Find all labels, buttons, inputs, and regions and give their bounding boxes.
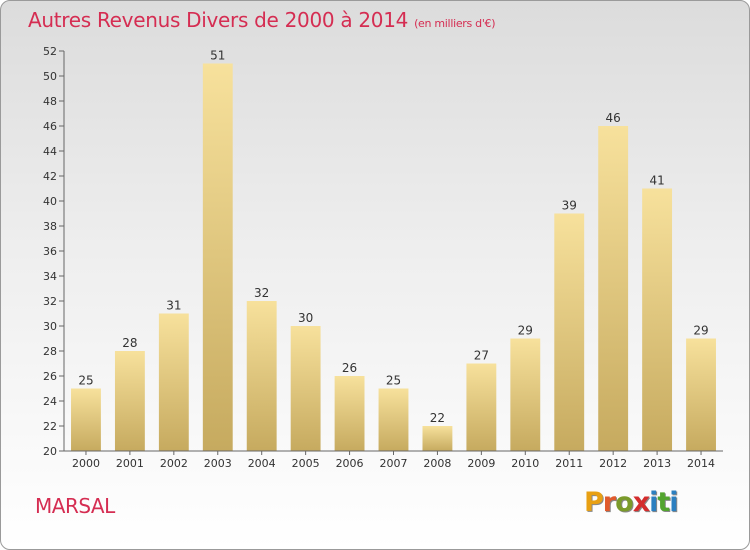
bar-value-label: 46 — [606, 111, 621, 125]
x-tick-label: 2009 — [467, 457, 495, 470]
logo-letter: t — [657, 487, 670, 518]
y-tick-label: 20 — [43, 445, 57, 458]
y-tick-label: 30 — [43, 320, 57, 333]
bar — [598, 126, 629, 451]
bar-value-label: 27 — [474, 349, 489, 363]
proxiti-logo: Proxiti — [584, 487, 679, 518]
bar-value-label: 41 — [649, 174, 664, 188]
bar — [71, 388, 101, 451]
y-tick-label: 50 — [43, 70, 57, 83]
logo-letter: o — [615, 487, 634, 518]
bar — [510, 338, 541, 451]
y-axis: 20 22 24 26 28 30 32 34 36 38 40 42 44 46 48 50 52 — [43, 45, 65, 458]
bars: 25 28 31 51 32 30 26 25 22 27 29 39 46 41 29 — [71, 49, 716, 451]
x-tick-label: 2008 — [423, 457, 451, 470]
logo-letter: P — [584, 487, 604, 518]
y-tick-label: 24 — [43, 395, 57, 408]
x-tick-label: 2014 — [687, 457, 715, 470]
bar — [554, 213, 585, 451]
bar-value-label: 29 — [693, 324, 708, 338]
y-tick-label: 34 — [43, 270, 57, 283]
x-tick-label: 2002 — [160, 457, 188, 470]
bar-value-label: 51 — [210, 49, 225, 63]
y-tick-label: 46 — [43, 120, 57, 133]
x-tick-label: 2012 — [599, 457, 627, 470]
y-tick-label: 28 — [43, 345, 57, 358]
bar — [378, 388, 409, 451]
y-tick-label: 26 — [43, 370, 57, 383]
logo-letter: r — [602, 487, 616, 518]
bar-value-label: 32 — [254, 286, 269, 300]
chart-title: Autres Revenus Divers de 2000 à 2014 (en … — [28, 8, 496, 32]
chart-title-text: Autres Revenus Divers de 2000 à 2014 — [28, 8, 409, 32]
x-tick-label: 2003 — [204, 457, 232, 470]
x-tick-label: 2000 — [72, 457, 100, 470]
y-tick-label: 32 — [43, 295, 57, 308]
bar-value-label: 30 — [298, 311, 313, 325]
bar — [422, 426, 453, 451]
x-tick-label: 2001 — [116, 457, 144, 470]
bar — [686, 338, 716, 451]
y-tick-label: 38 — [43, 220, 57, 233]
logo-letter: x — [632, 487, 650, 518]
bar — [290, 326, 321, 451]
bar — [202, 63, 233, 451]
y-tick-label: 40 — [43, 195, 57, 208]
y-tick-label: 42 — [43, 170, 57, 183]
bar-value-label: 29 — [518, 324, 533, 338]
x-tick-label: 2013 — [643, 457, 671, 470]
chart-unit-note: (en milliers d'€) — [414, 17, 496, 30]
x-tick-label: 2007 — [380, 457, 408, 470]
bar-value-label: 25 — [386, 374, 401, 388]
bar-value-label: 31 — [166, 299, 181, 313]
bar-value-label: 22 — [430, 411, 445, 425]
y-tick-label: 44 — [43, 145, 57, 158]
x-tick-label: 2010 — [511, 457, 539, 470]
y-tick-label: 48 — [43, 95, 57, 108]
logo-letter: i — [649, 487, 658, 518]
bar-value-label: 26 — [342, 361, 357, 375]
bar-value-label: 28 — [122, 336, 137, 350]
y-tick-label: 52 — [43, 45, 57, 58]
x-axis: 2000 2001 2002 2003 2004 2005 2006 2007 2008 2009… — [64, 450, 723, 470]
logo-letter: i — [669, 487, 678, 518]
bar — [246, 301, 277, 451]
bar-value-label: 39 — [562, 199, 577, 213]
bar — [466, 363, 497, 451]
x-tick-label: 2006 — [336, 457, 364, 470]
x-tick-label: 2011 — [555, 457, 583, 470]
y-tick-label: 36 — [43, 245, 57, 258]
bar — [158, 313, 189, 451]
bar-value-label: 25 — [78, 374, 93, 388]
bar — [334, 376, 365, 451]
x-tick-label: 2005 — [292, 457, 320, 470]
x-tick-label: 2004 — [248, 457, 276, 470]
commune-name: MARSAL — [35, 494, 115, 518]
bar — [114, 351, 145, 451]
y-tick-label: 22 — [43, 420, 57, 433]
bar — [642, 188, 673, 451]
